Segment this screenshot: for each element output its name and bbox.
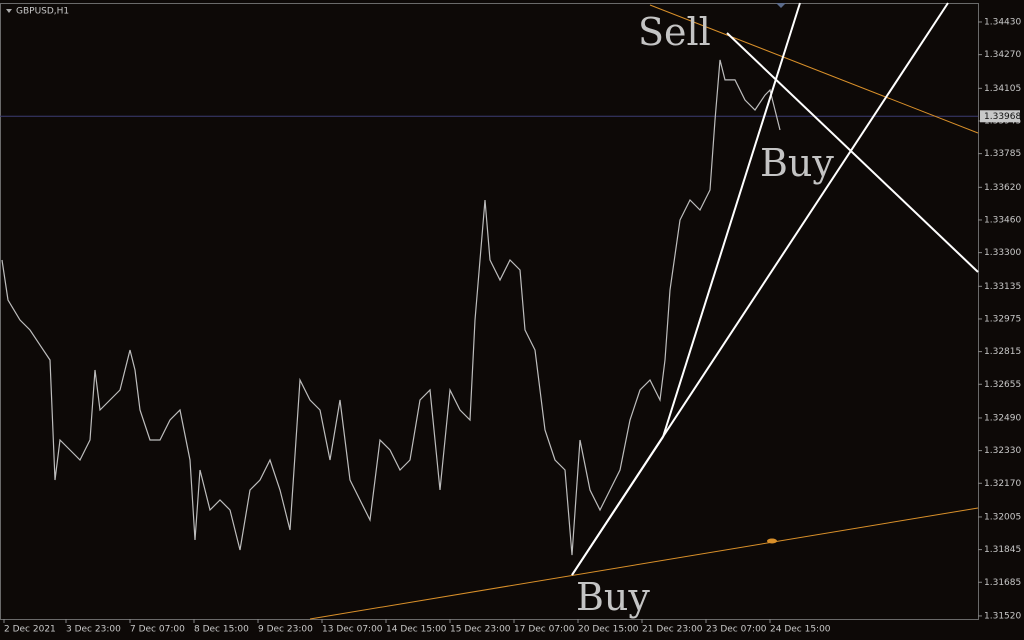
trend-line[interactable]	[649, 4, 979, 134]
x-tick-label: 3 Dec 23:00	[66, 625, 121, 635]
y-tick-label: 1.33460	[984, 215, 1021, 225]
annotation: Buy	[576, 575, 650, 619]
price-line	[1, 59, 781, 556]
y-tick-label: 1.33785	[984, 149, 1021, 159]
x-tick-label: 21 Dec 23:00	[642, 625, 703, 635]
y-tick-label: 1.32005	[984, 512, 1021, 522]
x-tick-label: 7 Dec 07:00	[130, 625, 185, 635]
y-tick-label: 1.32170	[984, 479, 1021, 489]
x-tick-label: 23 Dec 07:00	[706, 625, 767, 635]
x-tick-label: 15 Dec 23:00	[450, 625, 511, 635]
current-price-box	[980, 110, 1020, 123]
y-tick-label: 1.33620	[984, 183, 1021, 193]
x-tick-label: 17 Dec 07:00	[514, 625, 575, 635]
x-tick-label: 2 Dec 2021	[4, 625, 56, 635]
y-tick-label: 1.32815	[984, 347, 1021, 357]
y-tick-label: 1.31520	[984, 611, 1021, 621]
anchor-point[interactable]	[767, 538, 777, 544]
x-tick-label: 13 Dec 07:00	[322, 625, 383, 635]
annotation: Sell	[638, 10, 711, 54]
y-tick-label: 1.33300	[984, 248, 1021, 258]
trend-line[interactable]	[571, 2, 949, 576]
y-tick-label: 1.34430	[984, 17, 1021, 27]
menu-arrow[interactable]	[6, 9, 12, 13]
x-tick-label: 24 Dec 15:00	[770, 625, 831, 635]
chart-title: GBPUSD,H1	[16, 7, 69, 17]
annotation: Buy	[760, 141, 834, 185]
plot-frame	[0, 3, 979, 620]
x-tick-label: 20 Dec 15:00	[578, 625, 639, 635]
y-tick-label: 1.32655	[984, 380, 1021, 390]
y-tick-label: 1.34105	[984, 84, 1021, 94]
y-tick-label: 1.33135	[984, 282, 1021, 292]
trend-line[interactable]	[309, 507, 979, 620]
y-tick-label: 1.31845	[984, 545, 1021, 555]
y-tick-label: 1.34270	[984, 50, 1021, 60]
x-tick-label: 14 Dec 15:00	[386, 625, 447, 635]
current-price-label: 1.33968	[984, 112, 1021, 122]
x-tick-label: 8 Dec 15:00	[194, 625, 249, 635]
y-tick-label: 1.32330	[984, 446, 1021, 456]
x-tick-label: 9 Dec 23:00	[258, 625, 313, 635]
trend-line[interactable]	[662, 2, 801, 438]
drawings	[309, 2, 979, 620]
y-tick-label: 1.32490	[984, 413, 1021, 423]
y-tick-label: 1.31685	[984, 578, 1021, 588]
trend-line[interactable]	[726, 32, 979, 273]
marker	[776, 3, 786, 8]
y-tick-label: 1.32975	[984, 314, 1021, 324]
